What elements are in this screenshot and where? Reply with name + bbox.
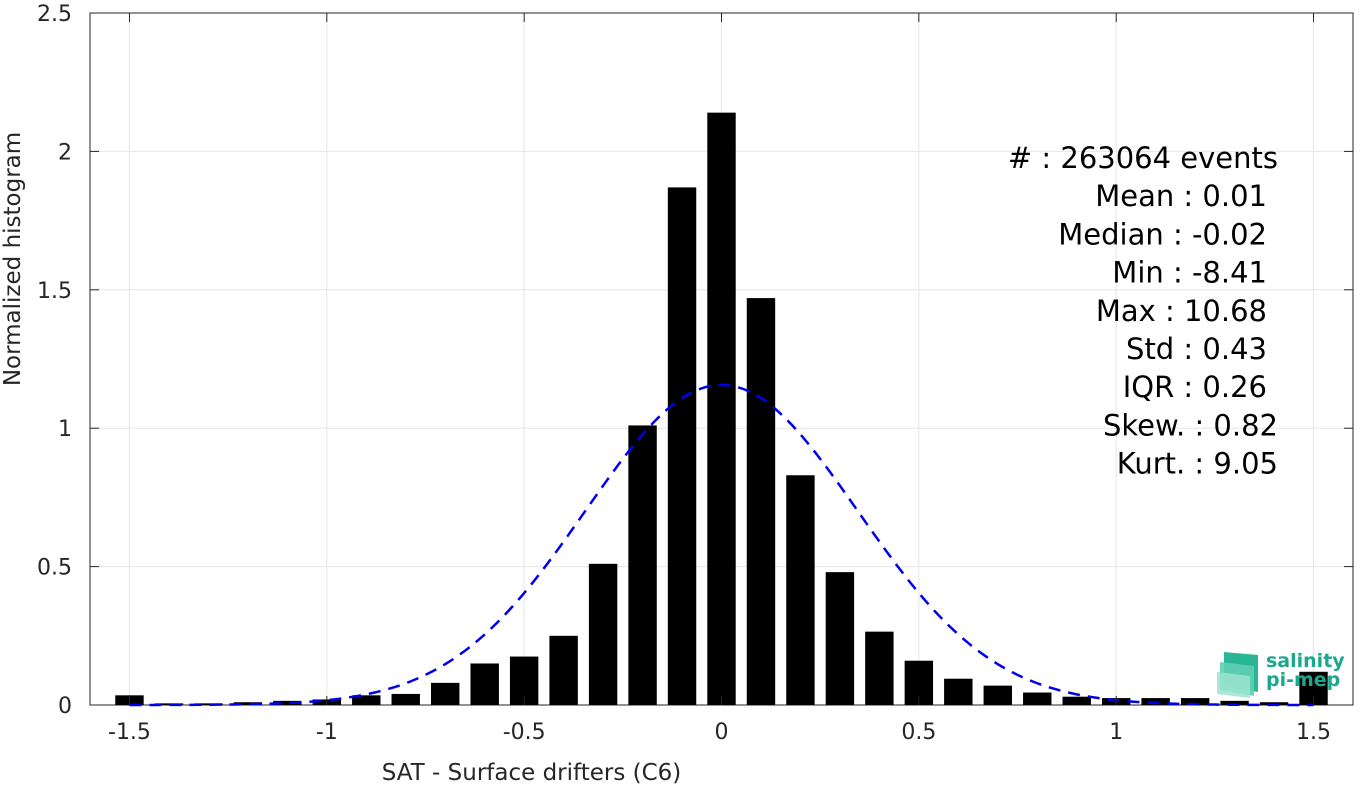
x-tick-label: 1 [1109,720,1123,745]
stat-line: Max : 10.68 [1096,294,1267,328]
stat-line: Skew. : 0.82 [1103,408,1278,442]
histogram-bar [786,475,815,705]
x-axis-label: SAT - Surface drifters (C6) [382,760,682,785]
x-tick-label: -1 [316,720,338,745]
histogram-bar [273,700,302,705]
y-tick-label: 1 [58,417,72,442]
histogram-bar [746,298,776,705]
histogram-bar [233,702,263,705]
histogram-bar [391,693,420,705]
x-tick-label: -0.5 [503,720,546,745]
x-axis: -1.5 -1 -0.5 0 0.5 1 1.5 [108,13,1331,745]
y-axis-label: Normalized histogram [0,132,26,386]
logo-text-salinity: salinity [1266,650,1345,672]
y-tick-label: 2.5 [37,2,72,27]
histogram-bar [1023,692,1052,705]
histogram-bar [1180,698,1210,705]
logo-text-pi-mep: pi-mep [1266,669,1340,691]
histogram-bar [1220,700,1249,705]
x-tick-label: 0.5 [901,720,936,745]
y-tick-label: 0 [58,694,72,719]
y-axis: 0 0.5 1 1.5 2 2.5 [37,2,1353,719]
statistics-box: # : 263064 events Mean : 0.01 Median : -0.… [1008,141,1278,481]
stat-line: Kurt. : 9.05 [1117,447,1278,481]
histogram-bar [825,572,855,705]
wave-logo-icon [1217,652,1258,698]
x-tick-label: 0 [715,720,729,745]
histogram-bar [431,682,460,705]
histogram-bar [865,631,894,705]
histogram-bar [628,425,657,705]
histogram-bar [1062,696,1091,705]
bars [115,112,1328,705]
histogram-bar [549,635,578,705]
histogram-bar [1259,702,1289,705]
histogram-bar [944,678,973,705]
histogram-bar [983,685,1012,705]
histogram-bar [588,563,618,705]
x-tick-label: -1.5 [108,720,151,745]
y-tick-label: 1.5 [37,279,72,304]
y-tick-label: 2 [58,140,72,165]
histogram-bar [1141,698,1170,705]
stat-line: Std : 0.43 [1126,332,1267,366]
salinity-pi-mep-logo: salinity pi-mep [1217,650,1345,698]
y-tick-label: 0.5 [37,556,72,581]
x-tick-label: 1.5 [1296,720,1331,745]
stat-line: Median : -0.02 [1058,217,1267,251]
stat-line: # : 263064 events [1008,141,1278,175]
stat-line: Min : -8.41 [1112,256,1267,290]
histogram-bar [470,663,499,705]
histogram-bar [194,703,223,705]
histogram-bar [154,703,184,705]
histogram-bar [707,112,736,705]
histogram-bar [352,695,381,705]
stat-line: IQR : 0.26 [1123,370,1267,404]
stat-line: Mean : 0.01 [1095,179,1267,213]
histogram-bar [667,187,697,705]
